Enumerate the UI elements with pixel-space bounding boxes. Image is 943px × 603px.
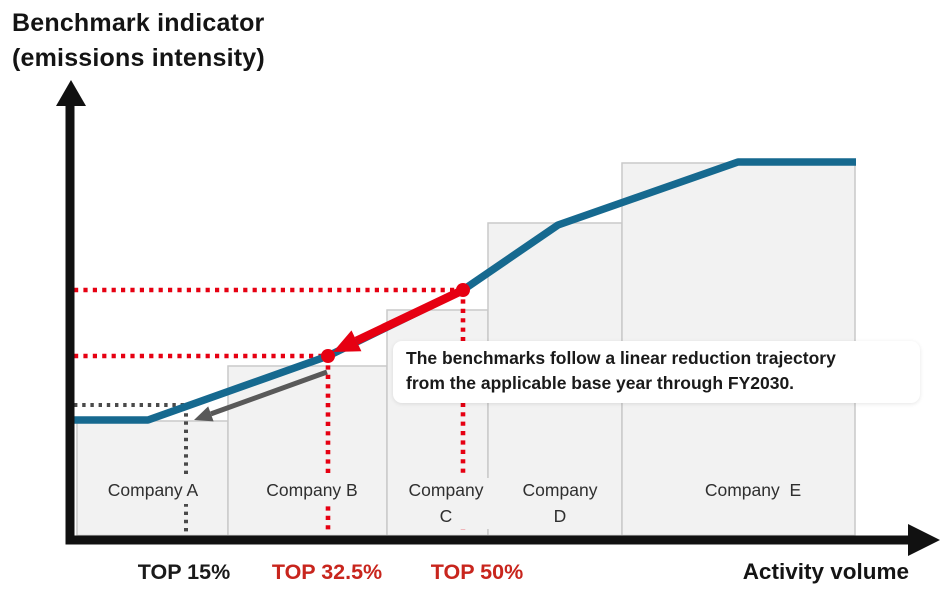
x-axis-arrow-icon xyxy=(908,524,940,556)
x-axis-label: Activity volume xyxy=(742,559,909,584)
bar-company-b xyxy=(227,365,388,537)
reduction-arrow-head-icon xyxy=(333,330,362,352)
shift-arrow-head-icon xyxy=(194,406,214,422)
y-axis-title-line1: Benchmark indicator xyxy=(12,9,265,37)
y-axis-title: Benchmark indicator (emissions intensity… xyxy=(12,6,265,76)
callout-line2: from the applicable base year through FY… xyxy=(406,373,795,393)
callout-line1: The benchmarks follow a linear reduction… xyxy=(406,348,836,368)
axes xyxy=(56,80,940,556)
marker-dot-top50 xyxy=(456,283,470,297)
reduction-arrow-shaft xyxy=(354,288,461,345)
callout-bubble: The benchmarks follow a linear reduction… xyxy=(393,341,920,403)
arrows xyxy=(194,288,461,422)
guide-lines xyxy=(74,287,466,534)
bar-company-a xyxy=(76,420,229,537)
marker-dot-top325 xyxy=(321,349,335,363)
shift-arrow-shaft xyxy=(210,369,328,417)
y-axis-arrow-icon xyxy=(56,80,86,106)
y-axis-title-line2: (emissions intensity) xyxy=(12,44,265,72)
